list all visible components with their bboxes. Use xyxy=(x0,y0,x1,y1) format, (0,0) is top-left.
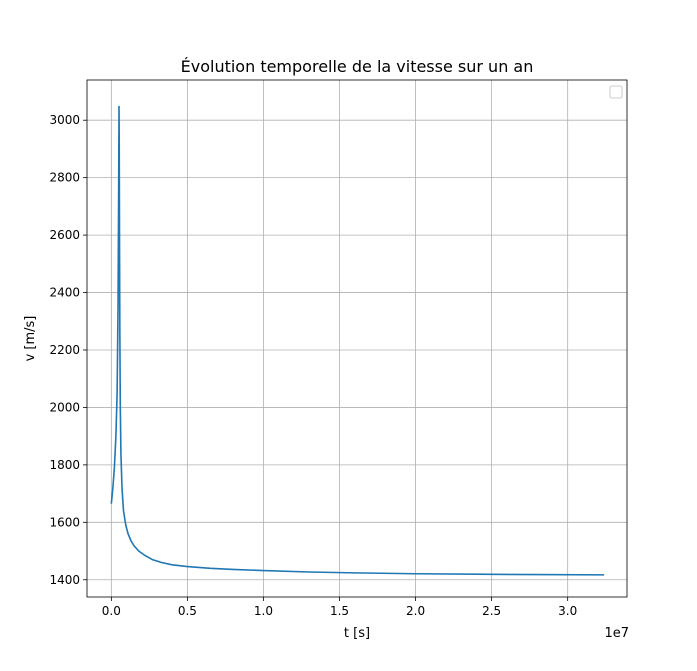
x-axis-ticks: 0.0 0.5 1.0 1.5 2.0 2.5 3.0 xyxy=(102,597,577,618)
plot-frame xyxy=(86,79,628,598)
y-tick-label: 1400 xyxy=(49,573,80,587)
y-tick-label: 2800 xyxy=(49,171,80,185)
x-axis-label: t [s] xyxy=(344,626,370,641)
y-tick-label: 2000 xyxy=(49,400,80,414)
x-tick-label: 2.5 xyxy=(482,604,501,618)
x-tick-label: 1.5 xyxy=(330,604,349,618)
y-axis-label: v [m/s] xyxy=(23,316,38,362)
x-axis-offset-label: 1e7 xyxy=(604,626,629,641)
x-tick-label: 2.0 xyxy=(406,604,425,618)
velocity-series-line xyxy=(110,105,605,576)
x-tick-label: 0.5 xyxy=(178,604,197,618)
y-tick-label: 1600 xyxy=(49,515,80,529)
y-tick-label: 2200 xyxy=(49,343,80,357)
x-tick-label: 3.0 xyxy=(558,604,577,618)
y-tick-label: 1800 xyxy=(49,458,80,472)
y-tick-label: 3000 xyxy=(49,113,80,127)
legend-box xyxy=(609,85,623,99)
y-tick-label: 2600 xyxy=(49,228,80,242)
x-tick-label: 1.0 xyxy=(254,604,273,618)
x-tick-label: 0.0 xyxy=(102,604,121,618)
y-axis-ticks: 1400 1600 1800 2000 2200 2400 2600 2800 3000 xyxy=(49,113,87,587)
grid-lines xyxy=(87,80,627,597)
chart-title: Évolution temporelle de la vitesse sur u… xyxy=(181,57,534,76)
y-tick-label: 2400 xyxy=(49,286,80,300)
